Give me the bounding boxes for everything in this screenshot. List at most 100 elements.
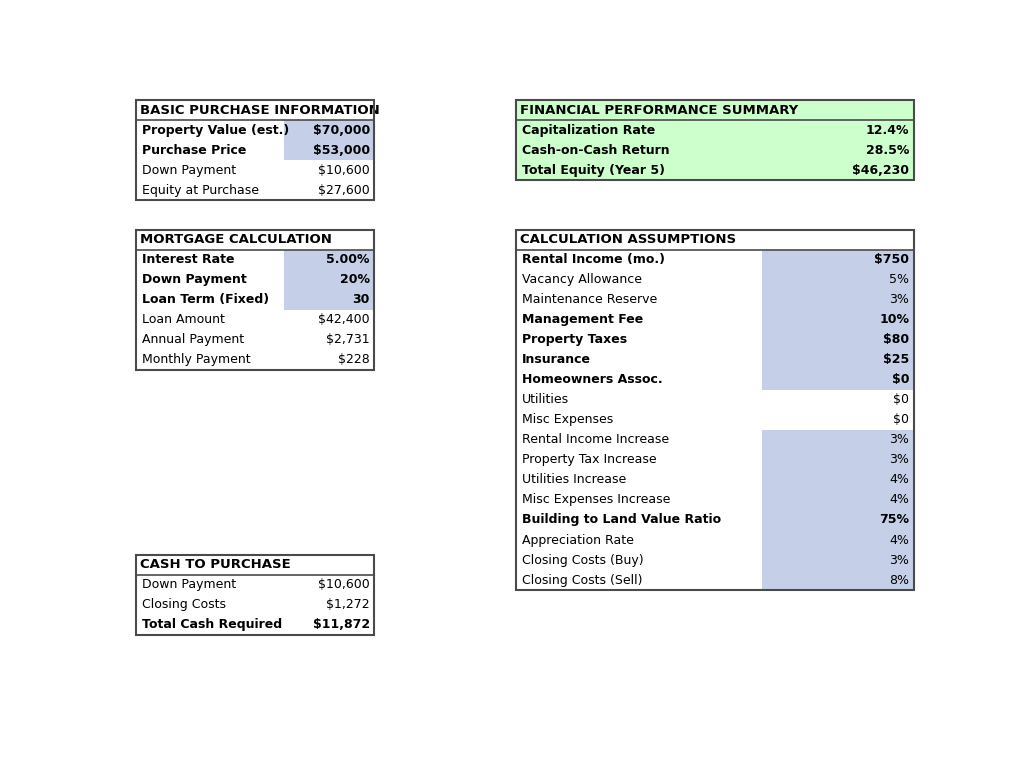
Text: Rental Income (mo.): Rental Income (mo.) — [521, 253, 665, 266]
Bar — [284, 120, 375, 141]
Bar — [136, 230, 375, 370]
Bar — [763, 450, 913, 470]
Text: $53,000: $53,000 — [312, 144, 370, 157]
Text: Maintenance Reserve: Maintenance Reserve — [521, 293, 657, 306]
Text: $42,400: $42,400 — [318, 313, 370, 327]
Bar — [763, 310, 913, 330]
Text: Management Fee: Management Fee — [521, 313, 643, 327]
Text: $80: $80 — [883, 334, 909, 347]
Text: $0: $0 — [893, 413, 909, 426]
Text: 12.4%: 12.4% — [865, 124, 909, 137]
Text: Total Equity (Year 5): Total Equity (Year 5) — [521, 164, 665, 177]
Text: Equity at Purchase: Equity at Purchase — [142, 184, 259, 197]
Text: Loan Term (Fixed): Loan Term (Fixed) — [142, 293, 269, 306]
Text: $228: $228 — [338, 354, 370, 367]
Bar — [763, 570, 913, 590]
Text: Interest Rate: Interest Rate — [142, 253, 234, 266]
Text: $750: $750 — [874, 253, 909, 266]
Text: $11,872: $11,872 — [312, 618, 370, 631]
Bar — [136, 100, 375, 201]
Bar — [136, 100, 375, 201]
Text: $46,230: $46,230 — [852, 164, 909, 177]
Text: Misc Expenses Increase: Misc Expenses Increase — [521, 493, 670, 506]
Text: 5%: 5% — [889, 273, 909, 286]
Bar — [763, 530, 913, 550]
Text: Annual Payment: Annual Payment — [142, 334, 244, 347]
Text: Appreciation Rate: Appreciation Rate — [521, 533, 634, 547]
Bar — [515, 230, 913, 590]
Bar — [763, 470, 913, 490]
Bar — [763, 550, 913, 570]
Text: Loan Amount: Loan Amount — [142, 313, 225, 327]
Text: FINANCIAL PERFORMANCE SUMMARY: FINANCIAL PERFORMANCE SUMMARY — [520, 104, 799, 117]
Bar — [284, 249, 375, 269]
Text: Property Tax Increase: Property Tax Increase — [521, 453, 656, 466]
Text: Closing Costs (Sell): Closing Costs (Sell) — [521, 574, 642, 587]
Text: Monthly Payment: Monthly Payment — [142, 354, 251, 367]
Bar — [136, 554, 375, 635]
Text: $10,600: $10,600 — [318, 164, 370, 177]
Text: Property Taxes: Property Taxes — [521, 334, 627, 347]
Bar — [763, 490, 913, 510]
Bar — [763, 290, 913, 310]
Text: 4%: 4% — [889, 533, 909, 547]
Text: $27,600: $27,600 — [318, 184, 370, 197]
Bar — [515, 100, 913, 181]
Bar — [136, 230, 375, 370]
Text: $10,600: $10,600 — [318, 578, 370, 591]
Bar — [515, 100, 913, 181]
Text: CASH TO PURCHASE: CASH TO PURCHASE — [140, 558, 291, 571]
Text: 20%: 20% — [340, 273, 370, 286]
Text: Homeowners Assoc.: Homeowners Assoc. — [521, 374, 663, 386]
Text: 28.5%: 28.5% — [866, 144, 909, 157]
Text: Cash-on-Cash Return: Cash-on-Cash Return — [521, 144, 670, 157]
Text: Property Value (est.): Property Value (est.) — [142, 124, 289, 137]
Bar — [763, 510, 913, 530]
Text: 5.00%: 5.00% — [327, 253, 370, 266]
Text: $1,272: $1,272 — [327, 598, 370, 611]
Text: Misc Expenses: Misc Expenses — [521, 413, 613, 426]
Text: CALCULATION ASSUMPTIONS: CALCULATION ASSUMPTIONS — [520, 233, 736, 246]
Bar — [763, 350, 913, 370]
Text: $0: $0 — [892, 374, 909, 386]
Text: 3%: 3% — [889, 293, 909, 306]
Bar — [284, 269, 375, 290]
Bar — [763, 269, 913, 290]
Text: Building to Land Value Ratio: Building to Land Value Ratio — [521, 513, 721, 527]
Bar — [763, 430, 913, 450]
Text: Utilities Increase: Utilities Increase — [521, 473, 626, 486]
Text: Closing Costs (Buy): Closing Costs (Buy) — [521, 554, 643, 567]
Text: $25: $25 — [883, 354, 909, 367]
Text: Rental Income Increase: Rental Income Increase — [521, 433, 669, 446]
Text: $70,000: $70,000 — [312, 124, 370, 137]
Text: Closing Costs: Closing Costs — [142, 598, 226, 611]
Text: 3%: 3% — [889, 433, 909, 446]
Text: 3%: 3% — [889, 453, 909, 466]
Text: MORTGAGE CALCULATION: MORTGAGE CALCULATION — [140, 233, 332, 246]
Bar — [763, 249, 913, 269]
Bar — [136, 554, 375, 635]
Text: 30: 30 — [352, 293, 370, 306]
Text: 3%: 3% — [889, 554, 909, 567]
Bar — [763, 370, 913, 390]
Text: 75%: 75% — [880, 513, 909, 527]
Bar — [515, 230, 913, 590]
Text: $2,731: $2,731 — [327, 334, 370, 347]
Text: 4%: 4% — [889, 473, 909, 486]
Bar — [763, 330, 913, 350]
Text: Utilities: Utilities — [521, 394, 568, 406]
Text: Vacancy Allowance: Vacancy Allowance — [521, 273, 642, 286]
Text: Down Payment: Down Payment — [142, 164, 237, 177]
Text: Purchase Price: Purchase Price — [142, 144, 247, 157]
Bar — [284, 141, 375, 161]
Text: BASIC PURCHASE INFORMATION: BASIC PURCHASE INFORMATION — [140, 104, 380, 117]
Text: Total Cash Required: Total Cash Required — [142, 618, 282, 631]
Text: Down Payment: Down Payment — [142, 578, 237, 591]
Bar — [284, 290, 375, 310]
Text: 10%: 10% — [880, 313, 909, 327]
Text: 4%: 4% — [889, 493, 909, 506]
Text: Capitalization Rate: Capitalization Rate — [521, 124, 655, 137]
Text: Insurance: Insurance — [521, 354, 591, 367]
Text: 8%: 8% — [889, 574, 909, 587]
Text: $0: $0 — [893, 394, 909, 406]
